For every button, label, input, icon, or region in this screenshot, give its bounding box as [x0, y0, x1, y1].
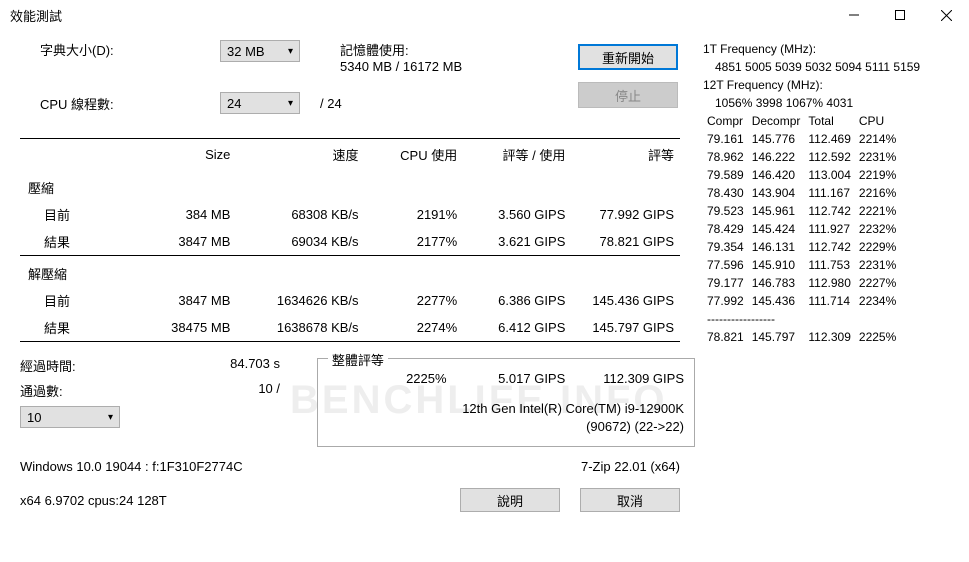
frequency-panel: 1T Frequency (MHz): 4851 5005 5039 5032 … — [695, 40, 949, 512]
restart-button-label: 重新開始 — [602, 48, 654, 67]
table-row: 79.161145.776112.4692214% — [703, 130, 900, 148]
t12-freq-label: 12T Frequency (MHz): — [703, 76, 949, 94]
table-row: 目前 384 MB 68308 KB/s 2191% 3.560 GIPS 77… — [20, 201, 680, 228]
elapsed-label: 經過時間: — [20, 356, 200, 375]
table-row: 78.962146.222112.5922231% — [703, 148, 900, 166]
stop-button-label: 停止 — [615, 86, 641, 105]
minimize-button[interactable] — [831, 0, 877, 30]
table-row: 79.523145.961112.7422221% — [703, 202, 900, 220]
passes-label: 通過數: — [20, 381, 200, 400]
cpu-name-line2: (90672) (22->22) — [328, 418, 684, 436]
chevron-down-icon: ▾ — [288, 46, 293, 57]
passes-select-value: 10 — [27, 410, 41, 425]
passes-value: 10 / — [200, 381, 280, 400]
dictionary-size-value: 32 MB — [227, 44, 265, 59]
help-button-label: 說明 — [497, 491, 523, 510]
elapsed-value: 84.703 s — [200, 356, 280, 375]
build-info: x64 6.9702 cpus:24 128T — [20, 493, 440, 508]
table-row: 79.354146.131112.7422229% — [703, 238, 900, 256]
t1-freq-label: 1T Frequency (MHz): — [703, 40, 949, 58]
col-ru: 評等 / 使用 — [463, 139, 571, 170]
dictionary-size-label: 字典大小(D): — [20, 40, 220, 59]
freq-table: Compr Decompr Total CPU 79.161145.776112… — [703, 112, 900, 346]
cpu-name-line1: 12th Gen Intel(R) Core(TM) i9-12900K — [328, 400, 684, 418]
overall-rating: 112.309 GIPS — [565, 371, 684, 386]
threads-value: 24 — [227, 96, 241, 111]
threads-select[interactable]: 24 ▾ — [220, 92, 300, 114]
decompress-header: 解壓縮 — [20, 256, 680, 287]
overall-cpu: 2225% — [328, 371, 447, 386]
os-info: Windows 10.0 19044 : f:1F310F2774C — [20, 459, 581, 474]
titlebar[interactable]: 效能測試 — [0, 0, 969, 30]
table-row: 結果 38475 MB 1638678 KB/s 2274% 6.412 GIP… — [20, 314, 680, 341]
results-table: Size 速度 CPU 使用 評等 / 使用 評等 壓縮 目前 384 MB 6… — [20, 138, 680, 342]
window: 效能測試 BENCHLIFE.INFO 字典大小(D): 32 MB ▾ — [0, 0, 969, 562]
memory-usage-label: 記憶體使用: — [340, 40, 462, 59]
col-cpu: CPU 使用 — [365, 139, 464, 170]
chevron-down-icon: ▾ — [108, 412, 113, 423]
chevron-down-icon: ▾ — [288, 98, 293, 109]
overall-ru: 5.017 GIPS — [447, 371, 566, 386]
table-row: 78.429145.424111.9272232% — [703, 220, 900, 238]
cancel-button-label: 取消 — [617, 491, 643, 510]
stop-button[interactable]: 停止 — [578, 82, 678, 108]
table-row: 77.596145.910111.7532231% — [703, 256, 900, 274]
stats-panel: 經過時間: 84.703 s 通過數: 10 / 10 ▾ — [20, 356, 317, 447]
table-row: 79.177146.783112.9802227% — [703, 274, 900, 292]
table-row: 77.992145.436111.7142234% — [703, 292, 900, 310]
help-button[interactable]: 說明 — [460, 488, 560, 512]
table-row: 目前 3847 MB 1634626 KB/s 2277% 6.386 GIPS… — [20, 287, 680, 314]
t12-freq-value: 1056% 3998 1067% 4031 — [703, 94, 949, 112]
t1-freq-value: 4851 5005 5039 5032 5094 5111 5159 — [703, 58, 949, 76]
table-row: 78.430143.904111.1672216% — [703, 184, 900, 202]
table-row: 79.589146.420113.0042219% — [703, 166, 900, 184]
close-button[interactable] — [923, 0, 969, 30]
cancel-button[interactable]: 取消 — [580, 488, 680, 512]
col-speed: 速度 — [236, 139, 364, 170]
overall-rating-box: 整體評等 2225% 5.017 GIPS 112.309 GIPS 12th … — [317, 358, 695, 447]
table-row: 結果 3847 MB 69034 KB/s 2177% 3.621 GIPS 7… — [20, 228, 680, 256]
dictionary-size-select[interactable]: 32 MB ▾ — [220, 40, 300, 62]
memory-usage-value: 5340 MB / 16172 MB — [340, 59, 462, 74]
col-size: Size — [128, 139, 236, 170]
window-title: 效能測試 — [10, 6, 831, 25]
threads-label: CPU 線程數: — [20, 94, 220, 113]
maximize-button[interactable] — [877, 0, 923, 30]
zip-version: 7-Zip 22.01 (x64) — [581, 459, 680, 474]
passes-select[interactable]: 10 ▾ — [20, 406, 120, 428]
compress-header: 壓縮 — [20, 170, 680, 201]
restart-button[interactable]: 重新開始 — [578, 44, 678, 70]
overall-legend: 整體評等 — [328, 350, 388, 369]
main-panel: 字典大小(D): 32 MB ▾ 記憶體使用: 5340 MB / 16172 … — [20, 40, 695, 512]
col-rating: 評等 — [571, 139, 680, 170]
threads-total: / 24 — [300, 96, 342, 111]
